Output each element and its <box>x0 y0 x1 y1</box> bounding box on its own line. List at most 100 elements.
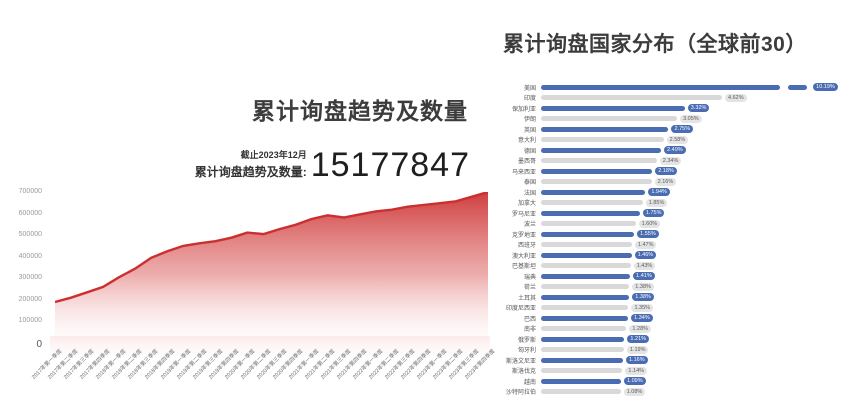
country-chart-title: 累计询盘国家分布（全球前30） <box>503 33 807 56</box>
bar-row: 巴西 1.34% <box>492 313 848 324</box>
y-tick-label: 100000 <box>18 317 42 325</box>
bar-value-pill: 2.49% <box>664 146 686 155</box>
bar-value-pill: 2.34% <box>659 156 682 165</box>
bar-track: 1.14% <box>541 366 848 375</box>
bar-fill <box>541 158 657 164</box>
bar-fill <box>541 147 662 153</box>
bar-track: 1.38% <box>541 282 848 291</box>
country-label: 保加利亚 <box>511 106 536 113</box>
bar-row: 澳大利亚 1.46% <box>492 250 848 261</box>
bar-value-pill: 1.14% <box>625 366 648 375</box>
bar-track: 2.58% <box>541 135 848 144</box>
bar-row: 土耳其 1.38% <box>492 292 848 303</box>
area-chart-canvas <box>55 192 488 343</box>
bar-value-pill: 10.19% <box>813 83 838 92</box>
bar-row: 沙特阿拉伯 1.08% <box>492 387 848 398</box>
country-label: 法国 <box>523 190 536 197</box>
bar-value-pill: 1.34% <box>631 314 653 323</box>
country-label: 巴西 <box>523 316 536 323</box>
bar-value-pill: 1.47% <box>634 240 657 249</box>
country-label: 荷兰 <box>523 285 536 292</box>
bar-track: 2.34% <box>541 156 848 165</box>
bar-fill <box>541 200 643 206</box>
bar-row: 泰国 2.16% <box>492 177 848 188</box>
bar-value-pill: 2.58% <box>666 135 689 144</box>
bar-value-pill: 1.94% <box>648 188 670 197</box>
bar-value-pill: 1.75% <box>642 209 665 218</box>
bar-value-pill: 1.43% <box>633 261 656 270</box>
country-label: 斯洛伐克 <box>511 369 536 376</box>
bar-row: 印度尼西亚 1.35% <box>492 303 848 314</box>
bar-fill <box>541 273 631 279</box>
total-value: 15177847 <box>310 146 470 184</box>
bar-fill <box>541 389 621 395</box>
bar-value-pill: 1.35% <box>631 303 654 312</box>
country-label: 南非 <box>523 327 536 334</box>
bar-value-pill: 1.28% <box>629 324 652 333</box>
bar-track: 1.43% <box>541 261 848 270</box>
bar-fill-main <box>541 84 781 90</box>
bar-fill <box>541 284 630 290</box>
bar-value-pill: 1.16% <box>626 356 648 365</box>
bar-row: 斯洛伐克 1.14% <box>492 366 848 377</box>
bar-track: 4.62% <box>541 93 848 102</box>
bar-fill <box>541 168 653 174</box>
y-tick-label: 500000 <box>18 231 42 239</box>
bar-value-pill: 3.32% <box>687 104 710 113</box>
bar-row: 荷兰 1.38% <box>492 282 848 293</box>
bar-row: 克罗地亚 1.55% <box>492 229 848 240</box>
bar-track: 1.19% <box>541 345 848 354</box>
bar-fill <box>541 294 630 300</box>
bar-row: 俄罗斯 1.21% <box>492 334 848 345</box>
country-label: 匈牙利 <box>517 348 536 355</box>
country-label: 墨西哥 <box>517 159 536 166</box>
bar-row: 加拿大 1.85% <box>492 198 848 209</box>
bar-value-pill: 1.19% <box>626 345 649 354</box>
bar-value-pill: 2.16% <box>654 177 677 186</box>
bar-track: 1.08% <box>541 387 848 396</box>
bar-fill <box>541 378 621 384</box>
country-label: 伊朗 <box>523 117 536 124</box>
y-tick-label: 0 <box>36 339 42 350</box>
bar-row: 保加利亚 3.32% <box>492 103 848 114</box>
bar-row: 匈牙利 1.19% <box>492 345 848 356</box>
country-label: 印度尼西亚 <box>505 306 536 313</box>
bar-fill <box>541 179 652 185</box>
bar-track: 1.09% <box>541 377 848 386</box>
bar-track: 1.60% <box>541 219 848 228</box>
bar-fill <box>541 315 629 321</box>
bar-track: 2.75% <box>541 125 848 134</box>
bar-value-pill: 4.62% <box>725 93 747 102</box>
bar-row: 德国 2.49% <box>492 145 848 156</box>
y-tick-label: 300000 <box>18 274 42 282</box>
bar-track: 10.19% <box>541 83 848 92</box>
bar-fill <box>541 116 678 122</box>
bar-row: 法国 1.94% <box>492 187 848 198</box>
bar-row: 越南 1.09% <box>492 376 848 387</box>
country-label: 意大利 <box>517 138 536 145</box>
y-tick-label: 600000 <box>18 209 42 217</box>
bar-fill-break-segment <box>788 84 807 90</box>
country-label: 土耳其 <box>517 295 536 302</box>
country-label: 俄罗斯 <box>517 337 536 344</box>
y-tick-label: 200000 <box>18 295 42 303</box>
country-label: 加拿大 <box>517 201 536 208</box>
country-label: 美国 <box>523 85 536 92</box>
bar-fill <box>541 326 627 332</box>
country-label: 瑞典 <box>523 274 536 281</box>
bar-row: 墨西哥 2.34% <box>492 156 848 167</box>
bar-fill <box>541 137 664 143</box>
bar-value-pill: 1.55% <box>637 230 659 239</box>
bar-row: 美国 10.19% <box>492 82 848 93</box>
bar-value-pill: 1.85% <box>645 198 668 207</box>
bar-value-pill: 1.38% <box>632 282 654 291</box>
bar-fill <box>541 242 632 248</box>
bar-track: 3.32% <box>541 104 848 113</box>
bar-fill <box>541 305 629 311</box>
y-tick-label: 400000 <box>18 252 42 260</box>
bar-track: 1.47% <box>541 240 848 249</box>
bar-row: 波兰 1.60% <box>492 219 848 230</box>
bar-track: 1.94% <box>541 188 848 197</box>
bar-track: 1.85% <box>541 198 848 207</box>
